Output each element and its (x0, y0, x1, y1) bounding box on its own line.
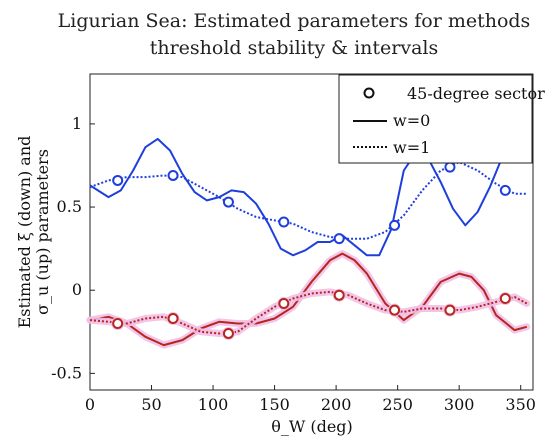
legend-label-w1: w=1 (393, 138, 430, 157)
sigma-sector-marker (444, 161, 456, 173)
y-axis-label: Estimated ξ (down) and σ_u (up) paramete… (15, 136, 52, 329)
x-tick-label: 50 (141, 395, 161, 414)
sigma-sector-marker (389, 219, 401, 231)
sigma-sector-marker (333, 233, 345, 245)
y-tick-label: 0 (72, 280, 82, 299)
xi-sector-marker (112, 317, 124, 329)
xi-sector-marker (222, 327, 234, 339)
sigma-sector-marker (499, 184, 511, 196)
xi-sector-marker (444, 304, 456, 316)
y-tick-label: 1 (72, 114, 82, 133)
xi-sector-marker (333, 289, 345, 301)
axis-ticks: 0 50 100 150 200 250 300 350-0.500.51 (51, 114, 536, 414)
y-tick-label: -0.5 (51, 363, 82, 382)
y-tick-label: 0.5 (57, 197, 82, 216)
legend-marker-sector (363, 87, 375, 99)
xi-sector-marker (167, 312, 179, 324)
sigma-sector-marker (167, 169, 179, 181)
plot-frame (89, 73, 534, 391)
legend-label-sector: 45-degree sector (407, 84, 545, 103)
x-tick-label: 150 (259, 395, 290, 414)
legend-label-w0: w=0 (393, 111, 430, 130)
x-tick-label: 100 (198, 395, 229, 414)
xi-series-w0-line (89, 252, 528, 347)
sigma-series-w0-line (89, 137, 528, 257)
xi-series-halo (86, 288, 531, 337)
xi-series-halo (86, 250, 531, 349)
sector-marker-layer (111, 161, 512, 340)
y-axis-label-line-2: σ_u (up) parameters (33, 149, 52, 315)
x-tick-label: 350 (505, 395, 536, 414)
sigma-series-w1-line (89, 161, 527, 240)
x-axis-label: θ_W (deg) (271, 417, 353, 436)
x-tick-label: 250 (382, 395, 413, 414)
sigma-sector-marker (278, 216, 290, 228)
xi-sector-marker (278, 298, 290, 310)
chart-title-line-2: threshold stability & intervals (150, 37, 439, 59)
x-tick-label: 300 (444, 395, 475, 414)
sigma-sector-marker (112, 174, 124, 186)
x-tick-label: 200 (321, 395, 352, 414)
xi-sector-marker (389, 304, 401, 316)
sigma-sector-marker (222, 196, 234, 208)
xi-sector-marker (499, 293, 511, 305)
y-axis-label-line-1: Estimated ξ (down) and (15, 136, 34, 329)
series-layer (86, 137, 531, 349)
x-tick-label: 0 (85, 395, 95, 414)
legend: 45-degree sector w=0 w=1 (338, 74, 545, 164)
chart-title-line-1: Ligurian Sea: Estimated parameters for m… (58, 10, 531, 32)
